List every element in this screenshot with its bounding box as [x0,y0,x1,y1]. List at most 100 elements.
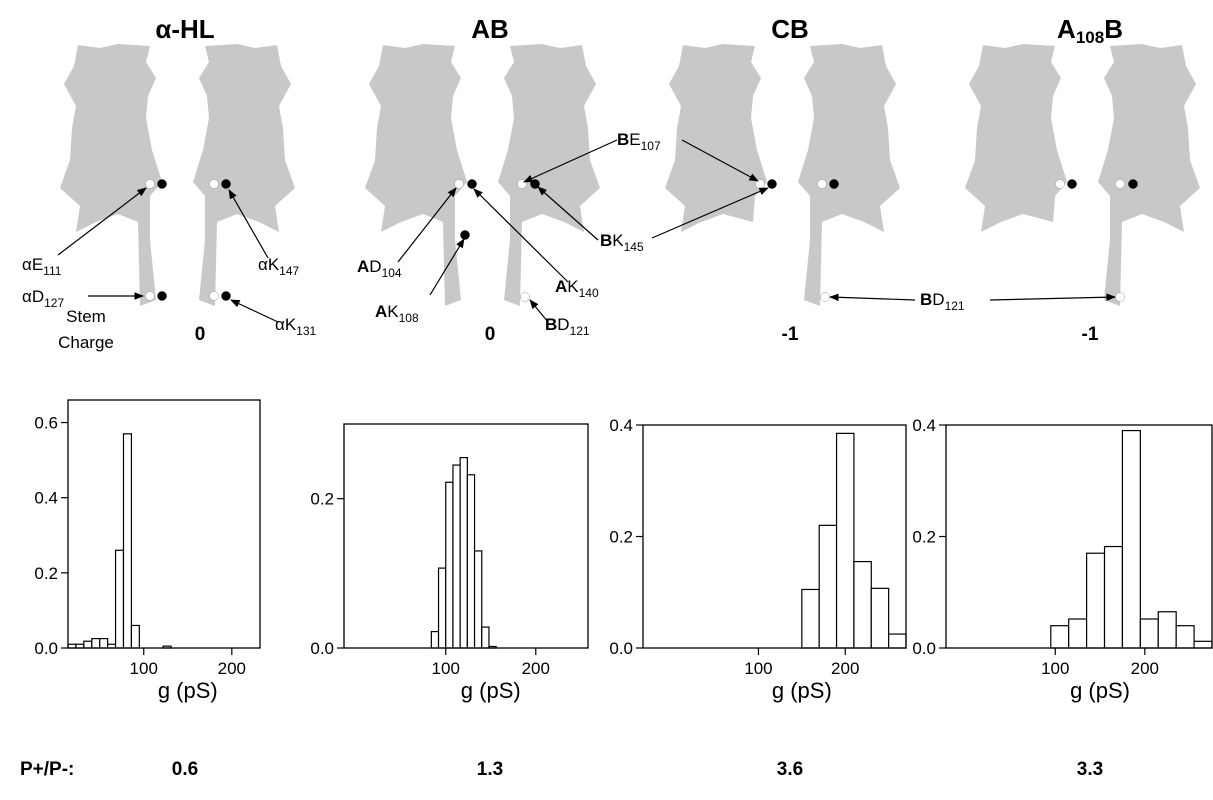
bar [818,524,838,649]
residue-dot [145,291,155,301]
subscript: 104 [382,266,402,280]
arrow [681,139,759,182]
text-part: αE [22,255,43,274]
residue-dot [817,179,827,189]
bar [122,433,133,649]
bar [452,464,461,649]
arrow [473,188,569,283]
bar [473,550,483,649]
bar [1068,618,1088,649]
bar [1175,625,1195,649]
bar [888,633,907,649]
y-tick-label: 0.4 [912,416,936,435]
arrow [397,187,457,263]
x-tick-label: 200 [831,659,859,678]
bar [1157,611,1177,649]
residue-label: AD104 [357,257,402,280]
stem-charge: 0 [485,324,496,345]
subunit [665,44,767,232]
y-tick-label: 0.6 [34,414,58,433]
bold-part: A [357,257,369,276]
plot-frame [67,399,261,649]
panel-title: AB [471,14,509,44]
x-tick-label: 200 [522,659,550,678]
subscript: 140 [579,286,599,300]
residue-dot [221,179,231,189]
residue-label: αK147 [258,255,300,278]
y-tick-label: 0.0 [310,639,334,658]
arrow [529,299,549,323]
bar [870,587,890,649]
ratio-value: 1.3 [477,759,503,780]
bar [83,640,93,649]
x-tick-label: 100 [432,659,460,678]
x-tick-label: 100 [744,659,772,678]
text-part: E [629,130,640,149]
y-tick-label: 0.2 [912,528,936,547]
panel-title: α-HL [155,14,214,44]
bar [1139,618,1159,649]
residue-dot [454,179,464,189]
residue-dot [829,179,839,189]
residue-dot [820,292,830,302]
arrow [829,293,916,302]
text-part: D [932,290,944,309]
arrow [429,238,465,296]
text-part: D [369,257,381,276]
residue-dot [209,291,219,301]
ratio-value: 3.6 [777,759,803,780]
stem-charge: -1 [782,324,799,345]
bar [99,638,109,649]
bold-part: B [617,130,629,149]
panel-title: CB [771,14,809,44]
subscript: 121 [945,299,965,313]
text-part: K [567,277,579,296]
arrow [523,139,618,183]
residue-label: αK131 [275,315,317,338]
subscript: 121 [570,324,590,338]
subunit [1098,44,1200,306]
ratio-value: 3.3 [1077,759,1103,780]
y-tick-label: 0.0 [609,639,633,658]
subunit [965,44,1067,232]
arrow [57,187,147,256]
bold-part: A [555,277,567,296]
y-tick-label: 0.0 [34,639,58,658]
arrow [537,186,599,241]
subscript: 107 [641,139,661,153]
subscript: 111 [43,264,62,278]
plot-frame [343,423,589,649]
bar [481,626,490,649]
stem-charge: -1 [1082,324,1099,345]
ratio-label: P+/P-: [20,759,74,780]
bar [1103,545,1124,649]
subscript: 127 [44,296,64,310]
residue-dot [1115,292,1125,302]
residue-label: αE111 [22,255,62,278]
bar [1086,552,1106,649]
pore-diagrams [60,44,1200,306]
residue-dot [1115,179,1125,189]
arrow [989,293,1116,302]
x-axis-label: g (pS) [158,678,218,703]
y-tick-label: 0.2 [310,490,334,509]
residue-dot [520,292,530,302]
text-part: B [1104,14,1123,44]
residue-label: αD127 [22,287,64,310]
residue-dot [467,179,477,189]
bar [430,630,440,649]
bar [91,638,101,649]
y-tick-label: 0.4 [609,416,633,435]
subunit [798,44,900,306]
residue-label: AK108 [375,302,419,325]
text-part: αK [258,255,280,274]
residue-dot [460,230,470,240]
subscript: 147 [279,264,299,278]
y-tick-label: 0.2 [609,528,633,547]
x-axis-label: g (pS) [1070,678,1130,703]
x-tick-label: 100 [130,659,158,678]
x-axis-label: g (pS) [461,678,521,703]
bold-part: B [600,231,612,250]
residue-label: BD121 [545,315,590,338]
bar [466,474,476,649]
